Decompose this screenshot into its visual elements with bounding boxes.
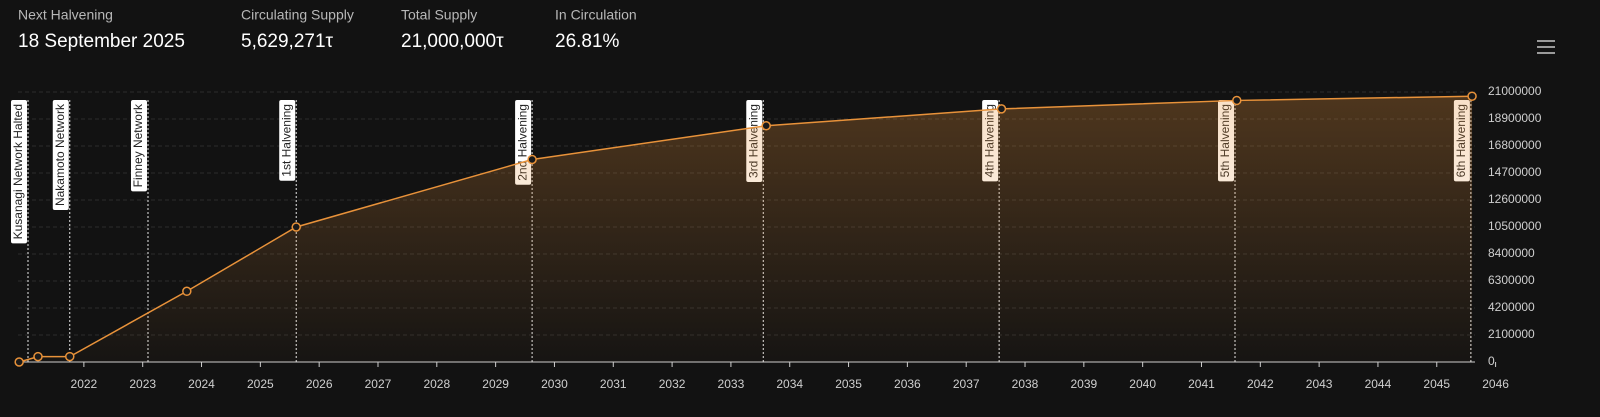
annotation-box bbox=[279, 100, 296, 181]
y-tick-label: 21000000 bbox=[1488, 84, 1542, 98]
x-tick-label: 2040 bbox=[1129, 377, 1156, 391]
annotation-box bbox=[10, 100, 27, 244]
menu-icon[interactable] bbox=[1537, 40, 1555, 54]
x-tick-label: 2037 bbox=[953, 377, 980, 391]
annotation-label: Finney Network bbox=[131, 103, 145, 187]
x-tick-label: 2025 bbox=[247, 377, 274, 391]
y-tick-label: 4200000 bbox=[1488, 300, 1535, 314]
stat-label: In Circulation bbox=[555, 7, 637, 23]
annotation: Nakamoto Network bbox=[52, 100, 69, 211]
y-tick-label: 6300000 bbox=[1488, 273, 1535, 287]
stat-label: Next Halvening bbox=[18, 7, 113, 23]
x-tick-label: 2032 bbox=[659, 377, 686, 391]
x-tick-label: 2027 bbox=[365, 377, 392, 391]
annotation-label: Kusanagi Network Halted bbox=[11, 104, 25, 239]
stat-label: Circulating Supply bbox=[241, 7, 354, 23]
x-tick-label: 2030 bbox=[541, 377, 568, 391]
annotation: Finney Network bbox=[130, 100, 147, 192]
annotation-box bbox=[130, 100, 147, 192]
point bbox=[65, 351, 75, 362]
annotation: Kusanagi Network Halted bbox=[10, 100, 27, 244]
y-tick-label: 2100000 bbox=[1488, 327, 1535, 341]
point bbox=[33, 351, 43, 362]
x-tick-label: 2028 bbox=[423, 377, 450, 391]
x-tick-label: 2033 bbox=[718, 377, 745, 391]
y-tick-label: 12600000 bbox=[1488, 192, 1542, 206]
y-tick-label: 14700000 bbox=[1488, 165, 1542, 179]
annotation-box bbox=[52, 100, 69, 211]
y-tick-label: 8400000 bbox=[1488, 246, 1535, 260]
point bbox=[527, 154, 537, 165]
annotation: 1st Halvening bbox=[279, 100, 296, 181]
x-tick-label: 2024 bbox=[188, 377, 215, 391]
point bbox=[1232, 95, 1242, 106]
x-tick-label: 2029 bbox=[482, 377, 509, 391]
x-tick-label: 2042 bbox=[1247, 377, 1274, 391]
annotation-label: Nakamoto Network bbox=[53, 103, 67, 206]
stat-value: 26.81% bbox=[555, 31, 620, 52]
stat-value: 21,000,000τ bbox=[401, 31, 504, 52]
x-tick-label: 2036 bbox=[894, 377, 921, 391]
x-tick-label: 2038 bbox=[1012, 377, 1039, 391]
x-tick-label: 2041 bbox=[1188, 377, 1215, 391]
annotation-label: 1st Halvening bbox=[279, 104, 293, 177]
x-tick-label: 2034 bbox=[776, 377, 803, 391]
y-tick-label: 18900000 bbox=[1488, 111, 1542, 125]
x-tick-label: 2046 bbox=[1482, 377, 1509, 391]
y-tick-label: 0 bbox=[1488, 354, 1495, 368]
x-tick-label: 2031 bbox=[600, 377, 627, 391]
point bbox=[761, 121, 771, 131]
stat-label: Total Supply bbox=[401, 7, 477, 23]
point bbox=[1467, 91, 1477, 101]
stat-value: 18 September 2025 bbox=[18, 31, 185, 52]
y-tick-label: 16800000 bbox=[1488, 138, 1542, 152]
x-tick-label: 2044 bbox=[1365, 377, 1392, 391]
area bbox=[19, 96, 1473, 362]
y-tick-label: 10500000 bbox=[1488, 219, 1542, 233]
x-tick-label: 2043 bbox=[1306, 377, 1333, 391]
x-tick-label: 2035 bbox=[835, 377, 862, 391]
point bbox=[182, 286, 192, 297]
point bbox=[14, 357, 24, 367]
stat-value: 5,629,271τ bbox=[241, 31, 334, 52]
x-tick-label: 2039 bbox=[1070, 377, 1097, 391]
x-tick-label: 2022 bbox=[71, 377, 98, 391]
x-tick-label: 2023 bbox=[129, 377, 156, 391]
x-tick-label: 2026 bbox=[306, 377, 333, 391]
line bbox=[18, 95, 1473, 363]
point bbox=[291, 222, 301, 232]
x-tick-label: 2045 bbox=[1423, 377, 1450, 391]
point bbox=[996, 104, 1007, 114]
